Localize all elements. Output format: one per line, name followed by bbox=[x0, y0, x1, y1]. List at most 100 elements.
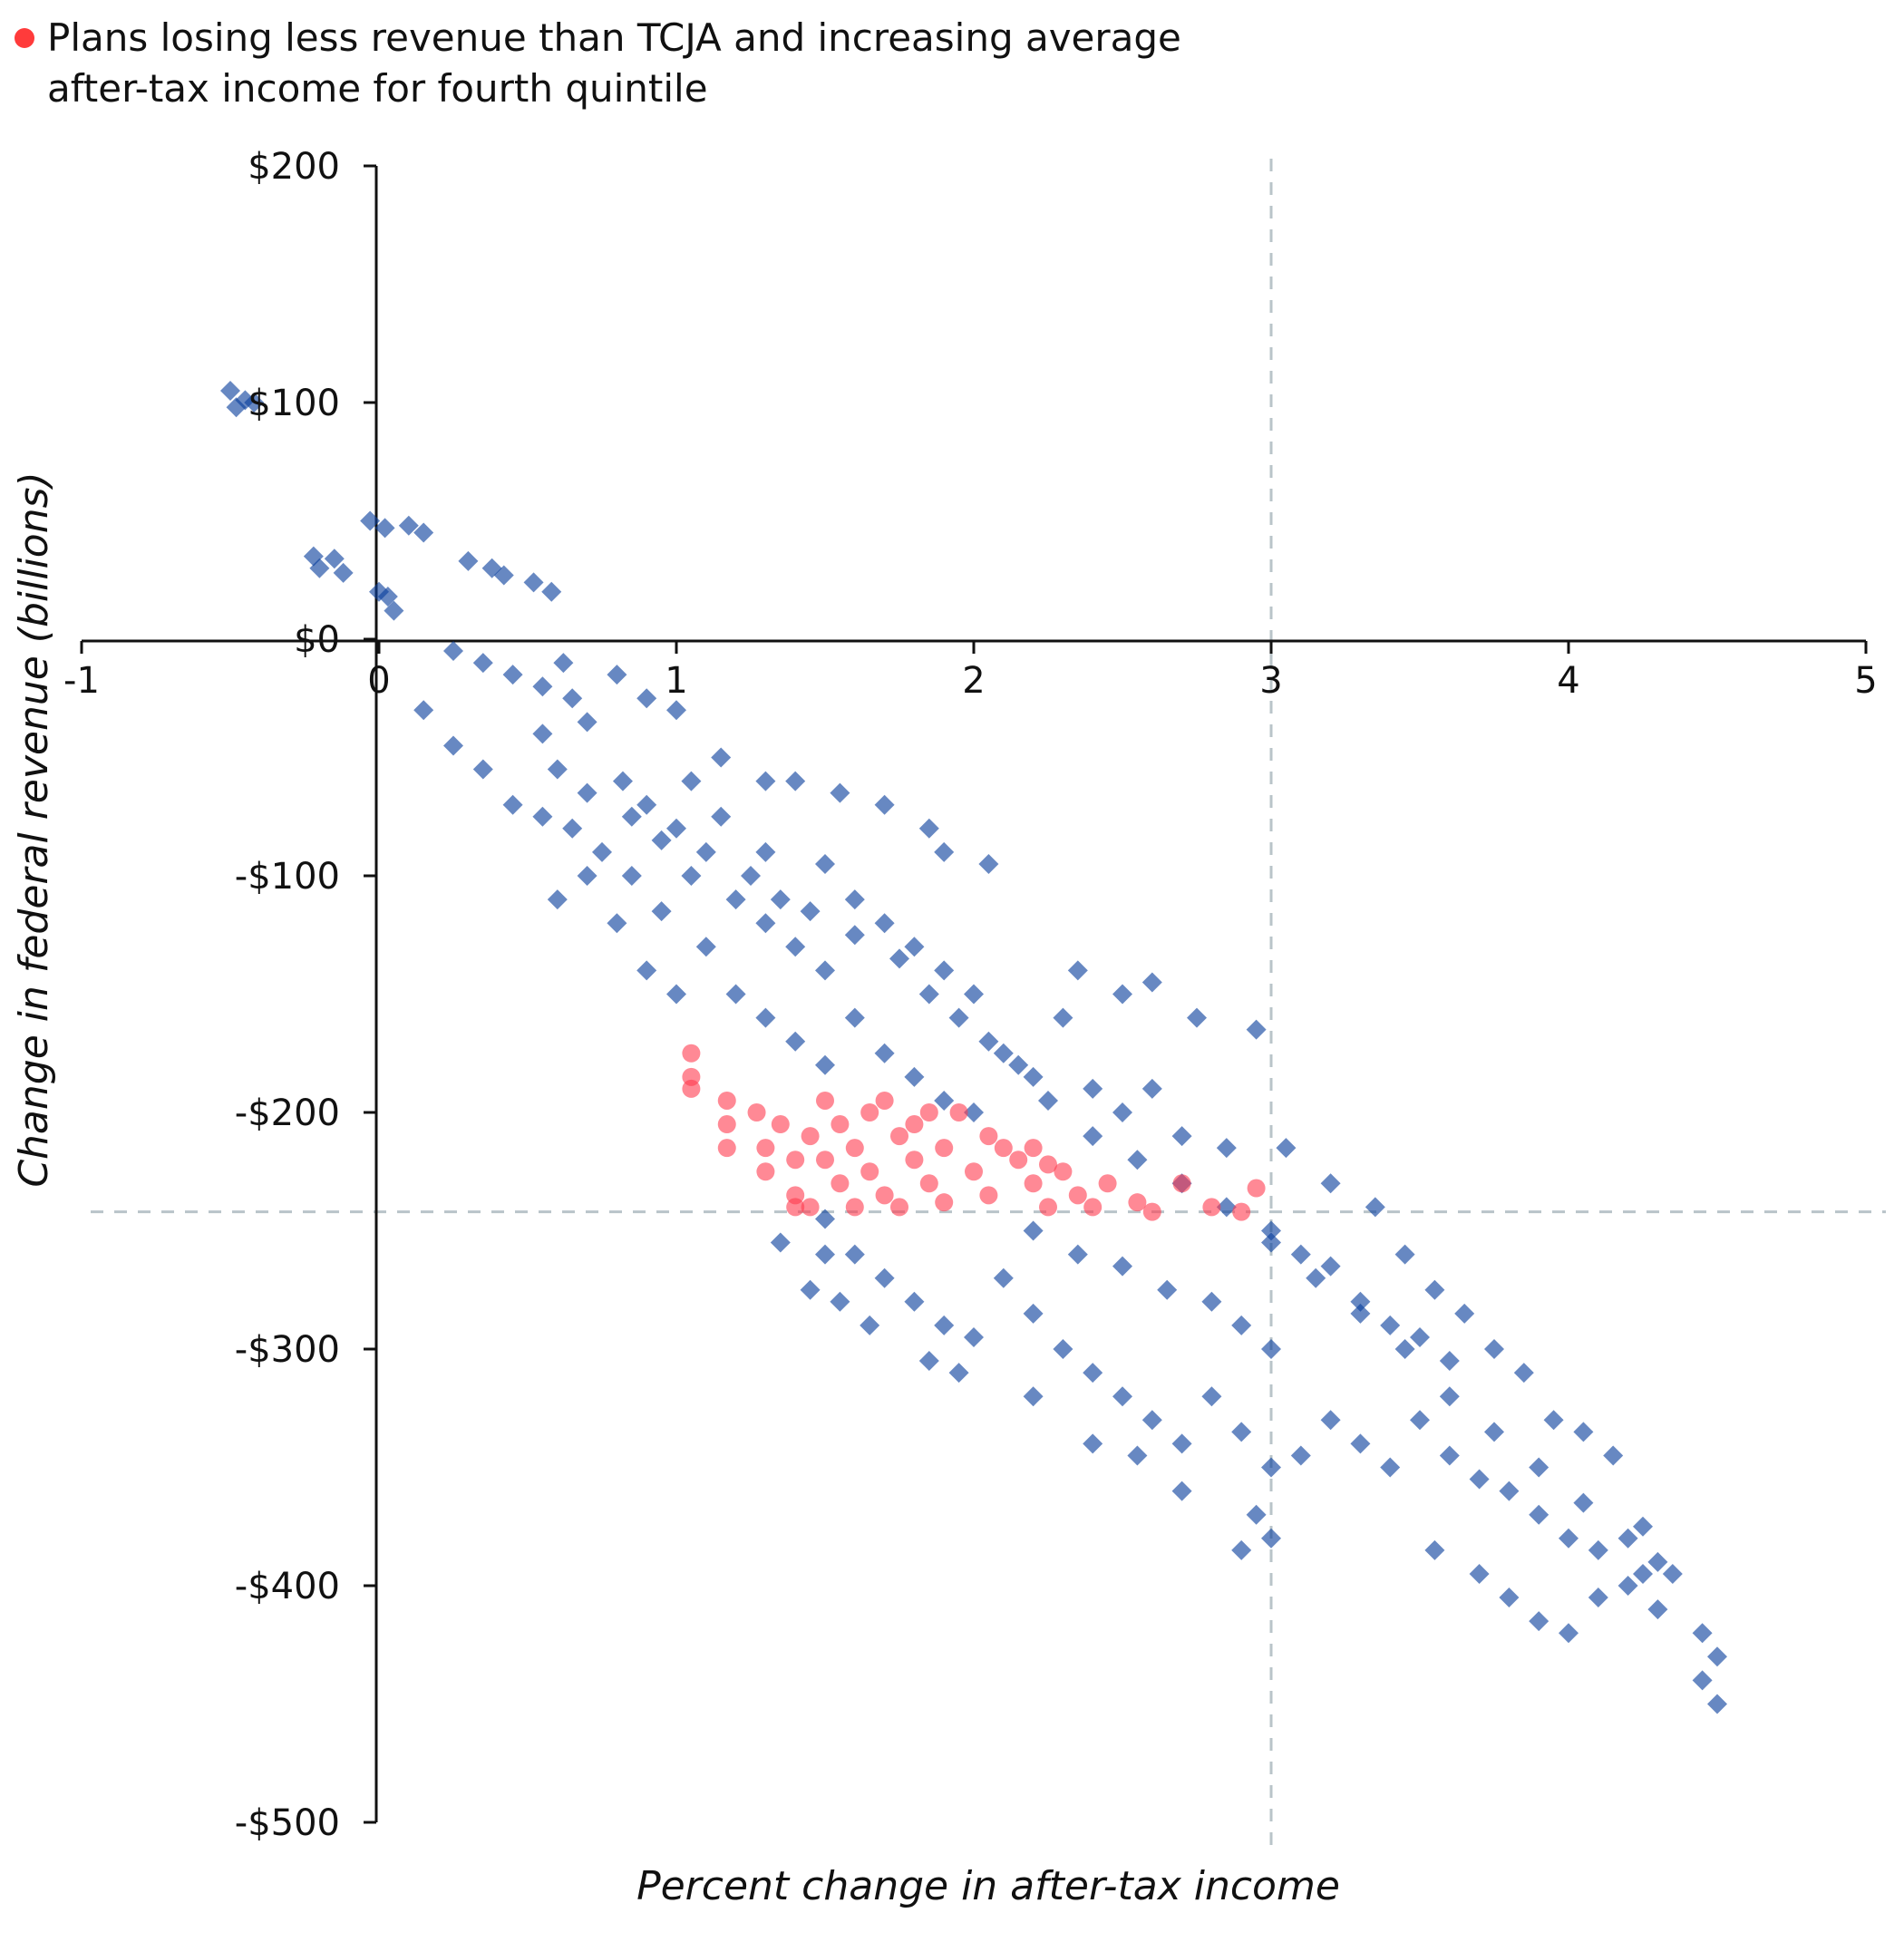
blue-diamond-point bbox=[1573, 1422, 1594, 1442]
y-tick-label: $200 bbox=[248, 146, 340, 188]
blue-diamond-point bbox=[1365, 1197, 1385, 1218]
blue-diamond-point bbox=[1261, 1339, 1281, 1359]
blue-diamond-point bbox=[1008, 1054, 1029, 1075]
blue-diamond-point bbox=[904, 937, 925, 957]
blue-diamond-point bbox=[681, 866, 702, 886]
blue-diamond-point bbox=[502, 794, 523, 815]
y-axis-title: Change in federal revenue (billions) bbox=[11, 471, 57, 1187]
red-circle-point bbox=[717, 1091, 736, 1110]
blue-diamond-point bbox=[592, 841, 612, 862]
blue-diamond-point bbox=[1529, 1457, 1549, 1478]
blue-diamond-point bbox=[562, 818, 583, 839]
blue-diamond-point bbox=[948, 1007, 969, 1028]
blue-diamond-point bbox=[918, 984, 939, 1005]
x-tick-label: 3 bbox=[1259, 660, 1282, 702]
blue-diamond-point bbox=[651, 901, 672, 922]
blue-diamond-point bbox=[1023, 1303, 1044, 1324]
blue-diamond-point bbox=[324, 549, 345, 569]
blue-diamond-point bbox=[1513, 1363, 1534, 1384]
blue-diamond-point bbox=[844, 889, 865, 910]
blue-diamond-point bbox=[333, 562, 354, 583]
red-circle-point bbox=[1083, 1198, 1103, 1217]
red-circle-point bbox=[905, 1151, 924, 1170]
blue-diamond-point bbox=[360, 510, 381, 531]
blue-diamond-point bbox=[1171, 1433, 1192, 1454]
blue-diamond-point bbox=[1529, 1504, 1549, 1525]
red-circle-point bbox=[717, 1115, 736, 1134]
blue-diamond-point bbox=[1499, 1481, 1520, 1501]
blue-diamond-point bbox=[1394, 1339, 1415, 1359]
blue-diamond-point bbox=[695, 937, 716, 957]
blue-diamond-point bbox=[666, 818, 686, 839]
red-circle-point bbox=[756, 1162, 775, 1181]
blue-diamond-point bbox=[413, 700, 434, 721]
blue-diamond-point bbox=[815, 1209, 835, 1229]
red-circle-point bbox=[831, 1115, 850, 1134]
red-circle-point bbox=[875, 1186, 894, 1205]
blue-diamond-point bbox=[978, 1031, 999, 1052]
blue-diamond-point bbox=[874, 913, 895, 934]
blue-diamond-point bbox=[918, 1351, 939, 1372]
blue-diamond-point bbox=[220, 380, 240, 401]
blue-diamond-point bbox=[636, 794, 657, 815]
legend-marker-red-dot bbox=[15, 28, 34, 48]
blue-diamond-point bbox=[681, 771, 702, 791]
blue-diamond-point bbox=[785, 771, 806, 791]
blue-diamond-point bbox=[755, 913, 776, 934]
blue-diamond-point bbox=[1053, 1007, 1073, 1028]
blue-diamond-point bbox=[785, 937, 806, 957]
blue-diamond-point bbox=[1647, 1599, 1668, 1620]
blue-diamond-point bbox=[621, 806, 642, 827]
blue-diamond-point bbox=[725, 889, 746, 910]
blue-diamond-point bbox=[964, 1102, 984, 1122]
blue-diamond-point bbox=[443, 735, 463, 756]
red-circle-point bbox=[1247, 1179, 1266, 1198]
blue-diamond-point bbox=[844, 1007, 865, 1028]
blue-diamond-point bbox=[874, 1267, 895, 1288]
y-tick-label: $100 bbox=[248, 383, 340, 424]
blue-diamond-point bbox=[612, 771, 633, 791]
blue-diamond-point bbox=[815, 960, 835, 981]
red-circle-point bbox=[1202, 1198, 1221, 1217]
blue-diamond-point bbox=[978, 853, 999, 874]
tick-labels: -1 0 1 2 3 4 5 $200 $100 $0 -$100 -$200 -$300 -$400 -$… bbox=[63, 146, 1878, 1844]
blue-diamond-point bbox=[815, 1244, 835, 1265]
blue-diamond-point bbox=[1692, 1623, 1713, 1644]
blue-diamond-point bbox=[1083, 1126, 1103, 1147]
red-circle-point bbox=[816, 1151, 834, 1170]
blue-diamond-point bbox=[934, 841, 955, 862]
blue-diamond-point bbox=[1023, 1386, 1044, 1407]
blue-diamond-point bbox=[844, 925, 865, 946]
blue-diamond-point bbox=[472, 759, 493, 780]
y-tick-label: -$400 bbox=[235, 1566, 340, 1607]
blue-diamond-point bbox=[1246, 1019, 1267, 1040]
red-circle-series bbox=[682, 1044, 1266, 1221]
blue-diamond-point bbox=[1141, 1078, 1162, 1099]
blue-diamond-point bbox=[636, 960, 657, 981]
blue-diamond-point bbox=[770, 1232, 791, 1253]
blue-diamond-point bbox=[1617, 1576, 1638, 1596]
blue-diamond-point bbox=[1350, 1433, 1371, 1454]
blue-diamond-point bbox=[1290, 1445, 1311, 1466]
blue-diamond-point bbox=[1484, 1422, 1504, 1442]
blue-diamond-point bbox=[889, 948, 909, 969]
blue-diamond-point bbox=[398, 515, 419, 536]
blue-diamond-point bbox=[993, 1267, 1014, 1288]
blue-diamond-point bbox=[1216, 1138, 1237, 1159]
blue-diamond-point bbox=[472, 653, 493, 674]
y-tick-label: -$300 bbox=[235, 1329, 340, 1371]
blue-diamond-point bbox=[993, 1043, 1014, 1063]
blue-diamond-point bbox=[244, 393, 265, 413]
blue-diamond-point bbox=[1112, 1256, 1132, 1277]
blue-diamond-point bbox=[1439, 1386, 1460, 1407]
legend-label: Plans losing less revenue than TCJA and … bbox=[47, 15, 1181, 111]
blue-diamond-point bbox=[711, 806, 732, 827]
blue-diamond-point bbox=[458, 550, 479, 571]
y-tick-label: -$100 bbox=[235, 856, 340, 898]
red-circle-point bbox=[949, 1103, 968, 1122]
blue-diamond-point bbox=[493, 565, 514, 586]
red-circle-point bbox=[1128, 1193, 1147, 1212]
axes bbox=[80, 164, 1868, 1824]
blue-diamond-point bbox=[1053, 1339, 1073, 1359]
